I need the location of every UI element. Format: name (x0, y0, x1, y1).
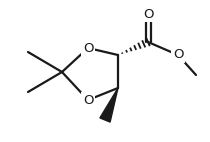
Polygon shape (100, 88, 118, 122)
Text: O: O (83, 93, 93, 106)
Text: O: O (143, 8, 153, 20)
Text: O: O (83, 41, 93, 55)
Text: O: O (173, 49, 183, 61)
